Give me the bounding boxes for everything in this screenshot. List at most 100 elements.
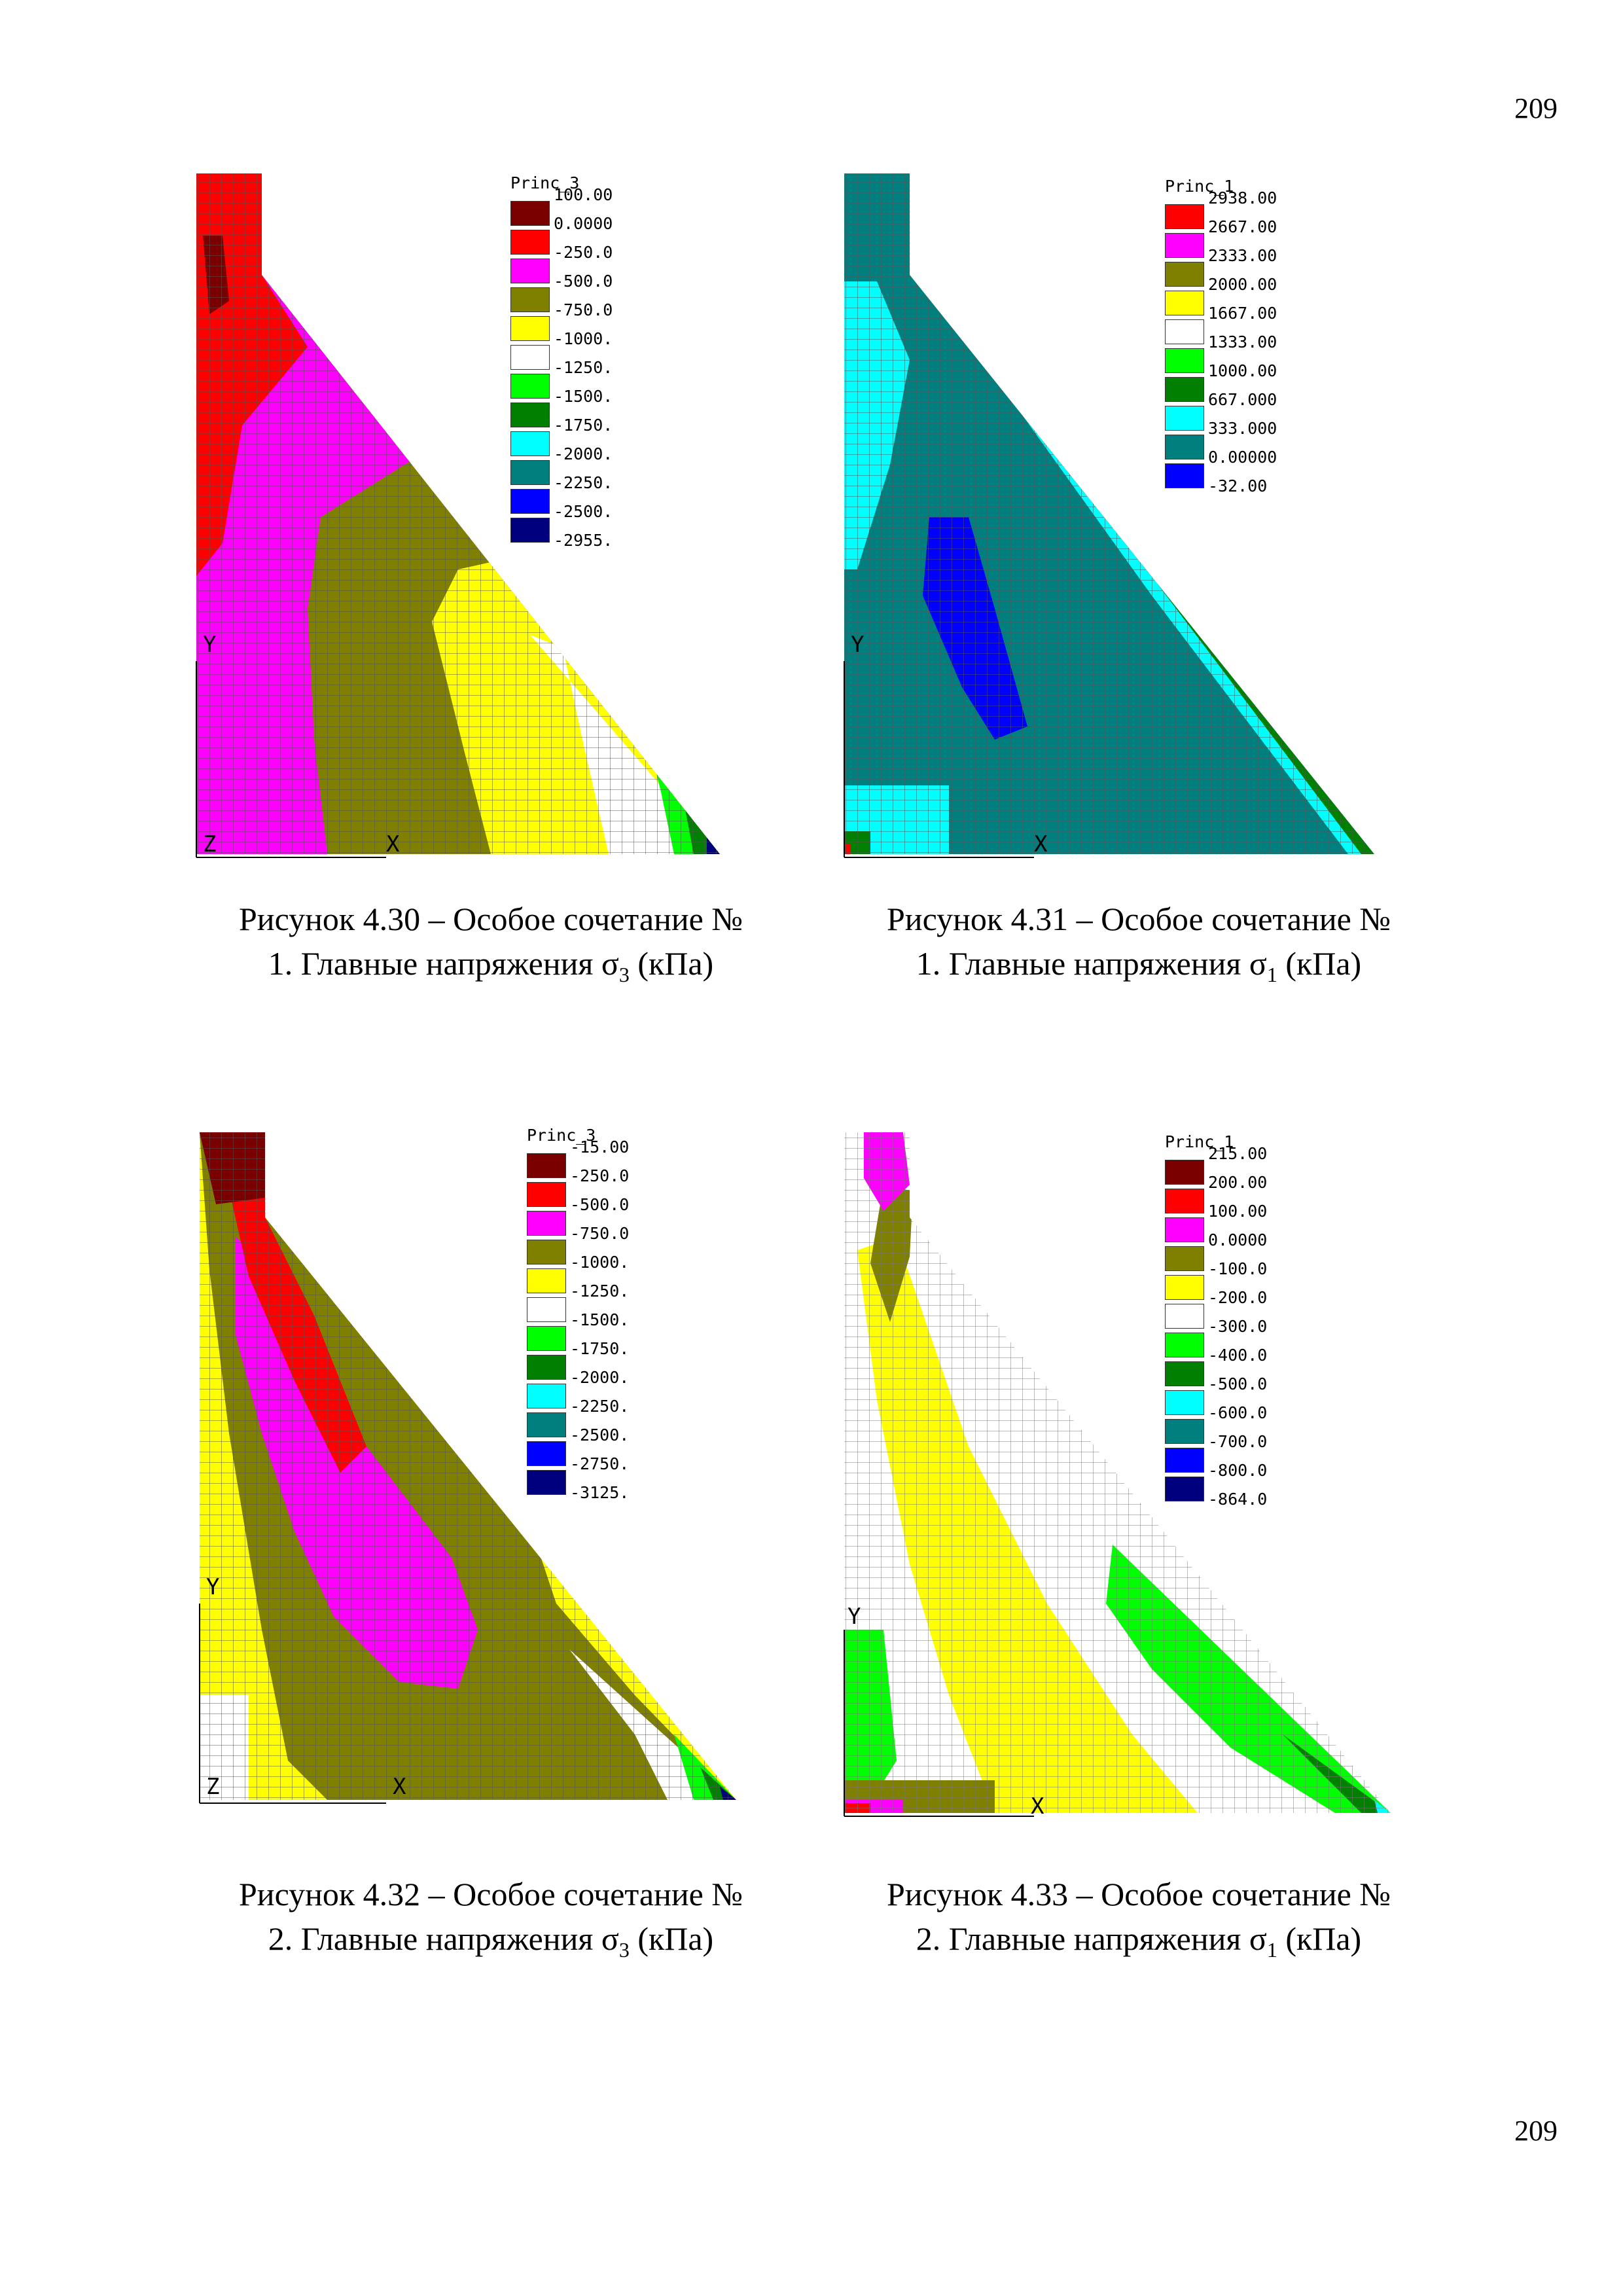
legend-value: 1000.00 xyxy=(1208,361,1277,380)
x-axis-label: X xyxy=(393,1774,406,1800)
figure-caption: Рисунок 4.32 – Особое сочетание № 2. Гла… xyxy=(151,1872,831,1972)
legend-entry: -400.0 xyxy=(1165,1346,1268,1386)
legend-value: -15.00 xyxy=(570,1138,630,1157)
page-number-top: 209 xyxy=(1514,92,1558,124)
legend-swatch xyxy=(510,431,550,456)
legend-swatch xyxy=(510,460,550,485)
legend-swatch xyxy=(1165,406,1204,431)
legend-swatch xyxy=(527,1384,566,1408)
legend-swatch xyxy=(510,259,550,283)
stress-contour-plot xyxy=(844,1132,1391,1817)
legend-entry: 667.000 xyxy=(1165,390,1277,431)
legend-entry: 2333.00 xyxy=(1165,246,1277,287)
legend-entry: 2938.00 xyxy=(1165,190,1277,229)
x-axis-label: X xyxy=(1034,831,1048,857)
legend-entry: -250.0 xyxy=(510,244,613,283)
figure-caption: Рисунок 4.33 – Особое сочетание № 2. Гла… xyxy=(798,1872,1479,1972)
caption-line-1: Рисунок 4.33 – Особое сочетание № xyxy=(887,1876,1391,1912)
legend-swatch xyxy=(1165,1448,1204,1473)
legend-entry: -2000. xyxy=(527,1368,630,1408)
legend-swatch xyxy=(510,518,550,543)
legend-value: -2250. xyxy=(554,473,613,492)
caption-line-2: 2. Главные напряжения σ1 (кПа) xyxy=(916,1920,1362,1962)
legend-entry: -2750. xyxy=(527,1454,630,1495)
legend-entry: -1000. xyxy=(527,1253,630,1293)
legend-value: -1000. xyxy=(570,1253,630,1272)
legend-entry: 0.00000 xyxy=(1165,448,1277,488)
legend-entry: -750.0 xyxy=(510,302,613,341)
legend-entry: 0.0000 xyxy=(510,214,613,255)
legend-entry: 1000.00 xyxy=(1165,361,1277,402)
x-axis-label: X xyxy=(386,831,400,857)
legend-swatch xyxy=(510,345,550,370)
legend-entry: -700.0 xyxy=(1165,1432,1268,1473)
y-axis-label: Y xyxy=(847,1604,861,1630)
legend-value: -2000. xyxy=(554,444,613,463)
legend-swatch xyxy=(527,1268,566,1293)
stress-contour-plot xyxy=(199,1132,736,1804)
legend-entry: 2667.00 xyxy=(1165,217,1277,258)
legend-value: 1333.00 xyxy=(1208,332,1277,351)
legend-swatch xyxy=(510,316,550,341)
legend-entry: 1667.00 xyxy=(1165,304,1277,344)
legend-entry: 0.0000 xyxy=(1165,1232,1267,1271)
legend-swatch xyxy=(527,1211,566,1236)
legend-swatch xyxy=(510,489,550,514)
legend-value: -1000. xyxy=(554,329,613,348)
legend-value: -2000. xyxy=(570,1368,630,1387)
legend-swatch xyxy=(1165,377,1204,402)
legend-entry: -300.0 xyxy=(1165,1318,1267,1357)
legend-value: -100.0 xyxy=(1208,1259,1268,1278)
legend-value: -2750. xyxy=(570,1454,630,1473)
legend-value: 667.000 xyxy=(1208,390,1277,409)
legend-swatch xyxy=(1165,204,1204,229)
legend-value: 2333.00 xyxy=(1208,246,1277,265)
figure-4-30: Y X Z Princ_3 100.00 0.0000 -250.0 -500.0 -7… xyxy=(151,151,870,986)
legend-entry: -500.0 xyxy=(1165,1376,1267,1415)
legend-swatch xyxy=(510,403,550,427)
legend-value: -700.0 xyxy=(1208,1432,1268,1451)
legend-value: 100.00 xyxy=(554,185,613,204)
legend-entry: -864.0 xyxy=(1165,1491,1267,1517)
legend-swatch xyxy=(1165,1275,1204,1300)
legend-swatch xyxy=(1165,1189,1204,1213)
legend-value: 0.00000 xyxy=(1208,448,1277,467)
stress-contour-plot xyxy=(844,173,1374,858)
legend-value: 0.0000 xyxy=(554,214,613,233)
legend-entry: 215.00 xyxy=(1165,1145,1267,1185)
legend-value: -32.00 xyxy=(1208,476,1268,495)
legend-value: 2667.00 xyxy=(1208,217,1277,236)
legend-value: -750.0 xyxy=(570,1224,630,1243)
legend-entry: -1250. xyxy=(510,358,613,399)
legend-entry: -2500. xyxy=(527,1427,629,1466)
caption-line-2: 2. Главные напряжения σ3 (кПа) xyxy=(268,1920,714,1962)
legend-entry: -2250. xyxy=(510,473,613,514)
stress-contour-plot xyxy=(196,173,720,858)
legend-entry: 2000.00 xyxy=(1165,276,1277,315)
legend-value: 1667.00 xyxy=(1208,304,1277,323)
legend-entry: -100.0 xyxy=(1165,1259,1268,1300)
figure-4-31: Y X Princ_1 2938.00 2667.00 2333.00 2000.00… xyxy=(798,151,1518,986)
caption-line-2: 1. Главные напряжения σ3 (кПа) xyxy=(268,945,714,986)
legend-swatch xyxy=(527,1441,566,1466)
legend-entry: -500.0 xyxy=(527,1196,629,1236)
legend-entry: -1500. xyxy=(527,1312,629,1351)
legend-swatch xyxy=(527,1412,566,1437)
y-axis-label: Y xyxy=(203,632,217,658)
legend-entry: 1333.00 xyxy=(1165,332,1277,373)
legend-value: -1250. xyxy=(554,358,613,377)
legend-entry: 100.00 xyxy=(510,185,613,226)
caption-line-1: Рисунок 4.30 – Особое сочетание № xyxy=(239,901,743,937)
legend-value: -2500. xyxy=(554,502,613,521)
legend-entry: -2250. xyxy=(527,1398,629,1437)
legend-swatch xyxy=(510,287,550,312)
legend-entry: -1750. xyxy=(527,1340,629,1380)
figure-caption: Рисунок 4.30 – Особое сочетание № 1. Гла… xyxy=(151,897,831,997)
legend-entry: -600.0 xyxy=(1165,1405,1267,1444)
legend-value: -3125. xyxy=(570,1483,630,1502)
legend-entry: -2500. xyxy=(510,502,613,543)
legend-value: -1750. xyxy=(554,416,613,435)
legend-value: -400.0 xyxy=(1208,1346,1268,1365)
legend-swatch xyxy=(1165,348,1204,373)
figure-caption: Рисунок 4.31 – Особое сочетание № 1. Гла… xyxy=(798,897,1479,997)
